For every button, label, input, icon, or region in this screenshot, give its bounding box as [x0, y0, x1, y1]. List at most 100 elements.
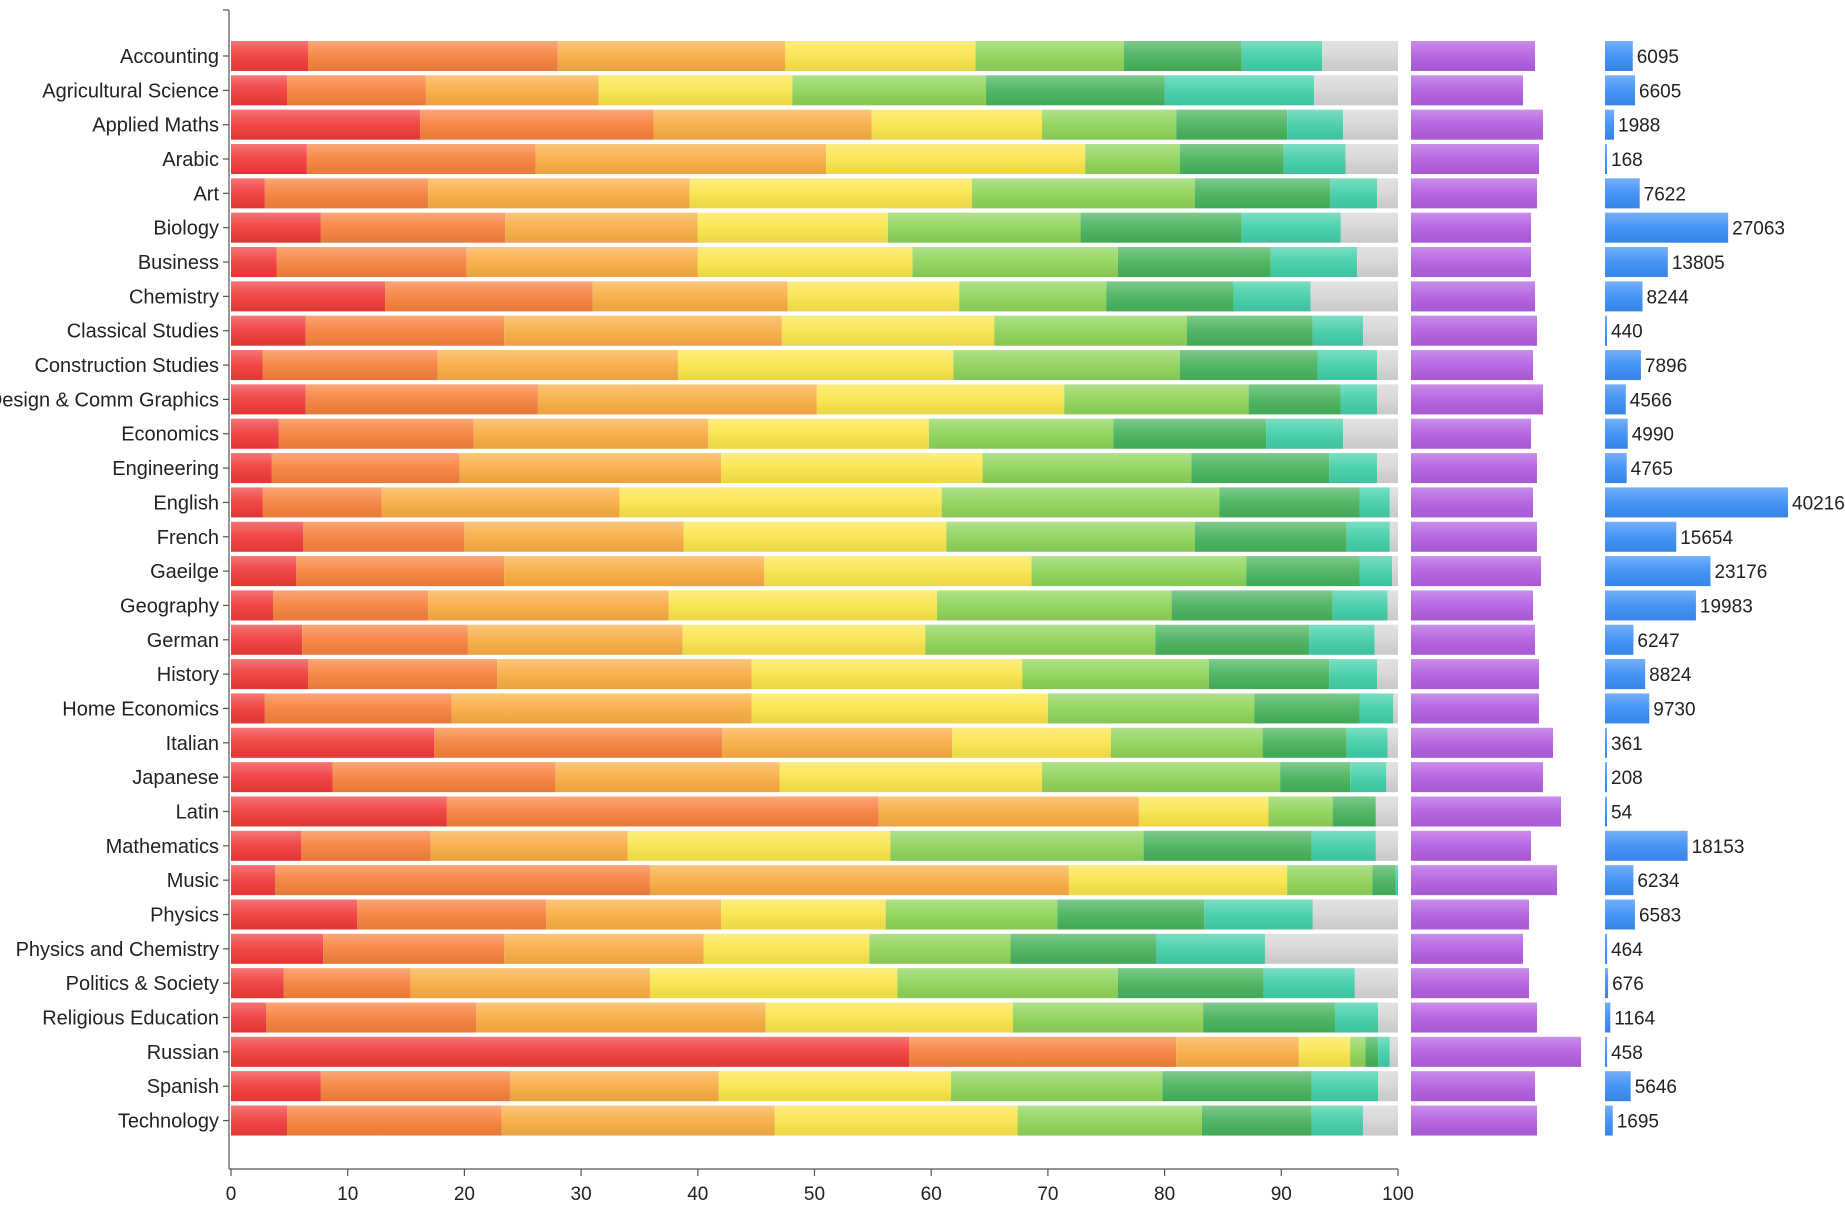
bar-gloss-overlay [231, 796, 1398, 827]
side-bar-gloss [1411, 830, 1531, 861]
x-tick-label: 30 [571, 1184, 592, 1205]
count-bar-gloss [1605, 453, 1627, 484]
category-label: Music [167, 870, 219, 892]
bars-layer [231, 41, 1398, 1136]
category-label: French [157, 527, 219, 549]
bar-gloss-overlay [231, 521, 1398, 552]
side-bar-gloss [1411, 350, 1533, 381]
bar-gloss-overlay [231, 212, 1398, 243]
count-bar-gloss [1605, 315, 1608, 346]
bar-gloss-overlay [231, 556, 1398, 587]
category-label: Business [138, 252, 219, 274]
category-label: Arabic [162, 149, 219, 171]
side-bar-gloss [1411, 693, 1539, 724]
category-label: Mathematics [106, 836, 219, 858]
category-label: Classical Studies [67, 321, 219, 343]
bar-gloss-overlay [231, 350, 1398, 381]
bar-gloss-overlay [231, 75, 1398, 106]
count-label: 4990 [1632, 425, 1674, 446]
category-label: Physics [150, 905, 219, 927]
bar-gloss-overlay [231, 315, 1398, 346]
bar-gloss-overlay [231, 968, 1398, 999]
side-bars-layer [1411, 41, 1581, 1136]
count-label: 1164 [1614, 1009, 1655, 1030]
bar-gloss-overlay [231, 384, 1398, 415]
count-label: 54 [1611, 802, 1633, 823]
bar-gloss-overlay [231, 590, 1398, 621]
count-bar-gloss [1605, 762, 1607, 793]
bar-gloss-overlay [231, 899, 1398, 930]
count-bar-gloss [1605, 968, 1609, 999]
category-label: Design & Comm Graphics [0, 389, 219, 411]
count-label: 6247 [1637, 631, 1679, 652]
bar-gloss-overlay [231, 1071, 1398, 1102]
count-bar-gloss [1605, 693, 1650, 724]
count-label: 4765 [1631, 459, 1673, 480]
count-label: 18153 [1692, 837, 1745, 858]
count-label: 676 [1612, 974, 1644, 995]
category-label: Economics [121, 424, 219, 446]
count-bar-gloss [1605, 659, 1646, 690]
count-label: 6095 [1637, 47, 1679, 68]
count-label: 8824 [1649, 665, 1692, 686]
count-bar-gloss [1605, 933, 1608, 964]
count-label: 1695 [1617, 1112, 1659, 1133]
count-bar-gloss [1605, 556, 1711, 587]
bar-gloss-overlay [231, 693, 1398, 724]
count-label: 440 [1611, 322, 1643, 343]
side-bar-gloss [1411, 418, 1531, 449]
category-label: Spanish [147, 1076, 219, 1098]
bar-gloss-overlay [231, 933, 1398, 964]
count-label: 40216 [1792, 493, 1845, 514]
bar-gloss-overlay [231, 144, 1398, 175]
count-label: 6605 [1639, 81, 1681, 102]
count-bar-gloss [1605, 350, 1641, 381]
count-label: 23176 [1714, 562, 1767, 583]
side-bar-gloss [1411, 865, 1557, 896]
count-bar-gloss [1605, 590, 1696, 621]
count-bar-gloss [1605, 281, 1643, 312]
side-bar-gloss [1411, 1036, 1581, 1067]
category-label: Engineering [112, 458, 219, 480]
x-tick-label: 70 [1037, 1184, 1058, 1205]
count-bar-gloss [1605, 144, 1607, 175]
side-bar-gloss [1411, 1071, 1535, 1102]
count-label: 4566 [1630, 390, 1672, 411]
side-bar-gloss [1411, 968, 1529, 999]
count-bar-gloss [1605, 865, 1634, 896]
count-label: 19983 [1700, 596, 1753, 617]
count-label: 458 [1611, 1043, 1643, 1064]
bar-gloss-overlay [231, 727, 1398, 758]
category-label: English [153, 492, 219, 514]
count-label: 208 [1611, 768, 1643, 789]
count-bar-gloss [1605, 212, 1729, 243]
count-bar-gloss [1605, 727, 1607, 758]
x-tick-label: 40 [687, 1184, 708, 1205]
bar-gloss-overlay [231, 762, 1398, 793]
side-bar-gloss [1411, 899, 1529, 930]
count-label: 464 [1611, 940, 1643, 961]
count-label: 27063 [1732, 219, 1785, 240]
bar-gloss-overlay [231, 1036, 1398, 1067]
side-bar-gloss [1411, 247, 1531, 278]
side-bar-gloss [1411, 41, 1535, 71]
side-bar-gloss [1411, 624, 1535, 655]
bar-gloss-overlay [231, 41, 1398, 71]
side-bar-gloss [1411, 521, 1537, 552]
count-bar-gloss [1605, 1071, 1631, 1102]
side-bar-gloss [1411, 281, 1535, 312]
count-label: 6234 [1637, 871, 1680, 892]
bar-gloss-overlay [231, 487, 1398, 518]
side-bar-gloss [1411, 762, 1543, 793]
category-label: Politics & Society [66, 973, 219, 995]
count-bar-gloss [1605, 830, 1688, 861]
count-bar-gloss [1605, 521, 1677, 552]
side-bar-gloss [1411, 109, 1543, 140]
category-label: Religious Education [42, 1008, 219, 1030]
x-tick-label: 0 [226, 1184, 237, 1205]
side-bar-gloss [1411, 315, 1537, 346]
category-label: Agricultural Science [42, 80, 219, 102]
count-bar-gloss [1605, 1036, 1608, 1067]
